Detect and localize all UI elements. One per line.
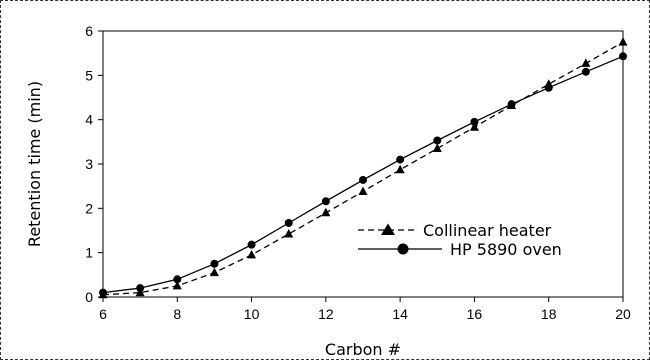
legend-triangle-marker: [381, 223, 395, 235]
data-point-circle: [210, 259, 219, 268]
legend-label-collinear-heater: Collinear heater: [423, 221, 552, 240]
tick-marks: [98, 30, 624, 302]
x-tick-labels: 6 8 10 12 14 16 18 20: [99, 306, 631, 322]
data-point-triangle: [469, 122, 479, 131]
x-axis-title: Carbon #: [325, 340, 401, 359]
data-point-circle: [619, 52, 627, 61]
data-point-circle: [396, 155, 405, 164]
data-point-triangle: [284, 229, 294, 238]
y-tick-label: 0: [85, 289, 93, 305]
x-tick-label: 6: [99, 306, 107, 322]
data-point-triangle: [321, 207, 331, 217]
data-point-circle: [581, 67, 590, 76]
x-tick-label: 18: [541, 306, 557, 322]
data-point-circle: [470, 117, 479, 126]
x-tick-label: 8: [173, 306, 181, 322]
y-tick-label: 4: [85, 112, 93, 128]
series-collinear-heater: [98, 37, 628, 299]
data-point-circle: [433, 136, 442, 145]
x-tick-label: 10: [244, 306, 260, 322]
data-point-triangle: [618, 37, 628, 46]
series-layer: [98, 37, 628, 299]
x-tick-label: 14: [392, 306, 408, 322]
data-point-triangle: [172, 280, 182, 290]
data-point-circle: [507, 100, 516, 109]
data-point-triangle: [581, 58, 591, 67]
data-point-triangle: [247, 249, 257, 259]
legend: Collinear heater HP 5890 oven: [358, 221, 562, 259]
data-point-circle: [321, 197, 330, 206]
y-axis-title: Retention time (min): [25, 81, 44, 247]
data-point-triangle: [358, 186, 368, 195]
data-point-circle: [544, 83, 553, 92]
x-tick-label: 12: [318, 306, 334, 322]
data-point-triangle: [395, 164, 405, 174]
data-point-circle: [284, 218, 293, 227]
data-point-circle: [99, 288, 107, 297]
legend-circle-marker: [397, 243, 409, 255]
y-tick-label: 5: [85, 67, 93, 83]
data-point-triangle: [209, 267, 219, 277]
data-point-circle: [247, 240, 256, 249]
y-tick-label: 1: [85, 245, 93, 261]
data-point-circle: [359, 175, 367, 184]
y-tick-labels: 0 1 2 3 4 5 6: [85, 23, 93, 305]
y-tick-label: 2: [85, 200, 93, 216]
legend-label-hp-5890-oven: HP 5890 oven: [450, 240, 562, 259]
series-hp-5890-oven: [99, 52, 627, 297]
x-tick-label: 20: [615, 306, 631, 322]
data-point-circle: [173, 275, 182, 284]
y-tick-label: 6: [85, 23, 93, 39]
y-tick-label: 3: [85, 156, 93, 172]
x-tick-label: 16: [467, 306, 483, 322]
data-point-circle: [136, 284, 145, 293]
data-point-triangle: [432, 143, 442, 152]
